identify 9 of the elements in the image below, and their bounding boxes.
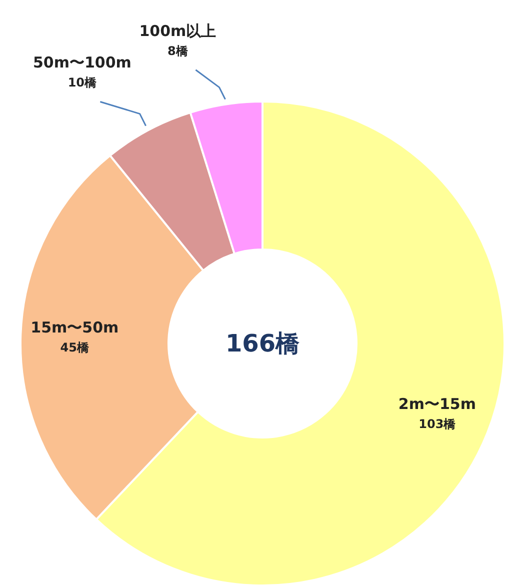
text: 166橋 xyxy=(225,330,301,358)
data-label: 10橋 xyxy=(68,76,98,90)
data-label: 103橋 xyxy=(418,416,457,431)
slice-label: 100m以上 xyxy=(139,22,216,40)
slice-label: 2m〜15m xyxy=(398,394,476,413)
data-label: 8橋 xyxy=(168,44,189,58)
data-label: 45橋 xyxy=(60,340,90,354)
slice-label: 15m〜50m xyxy=(30,318,119,336)
slice-label: 50m〜100m xyxy=(32,54,132,72)
